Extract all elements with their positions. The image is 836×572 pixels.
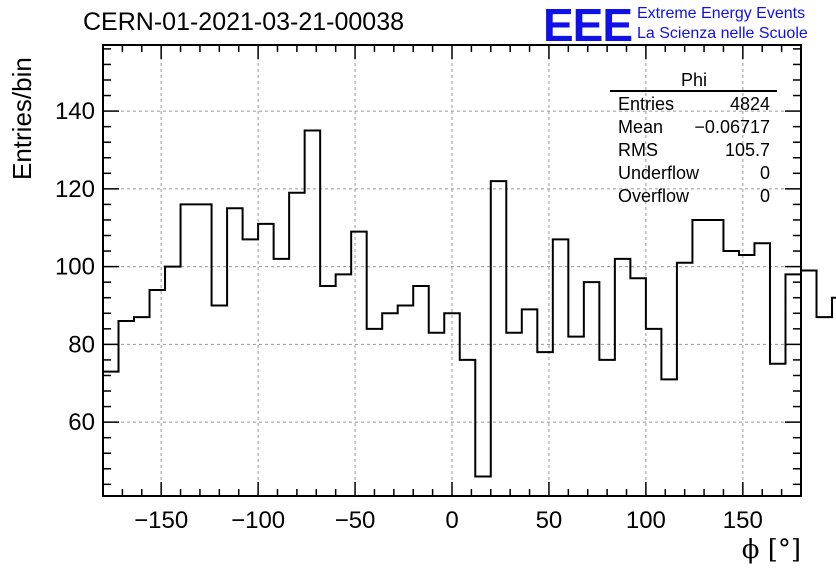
tick-labels: −150 −100 −50 0 50 100 150 60 80 100 120 140 xyxy=(55,98,763,534)
x-tick-label: 50 xyxy=(536,507,563,534)
histogram-bin xyxy=(305,131,321,496)
histogram-bin xyxy=(103,372,119,496)
eee-logo-line1: Extreme Energy Events xyxy=(637,5,806,22)
histogram-bin xyxy=(258,224,274,496)
histogram-bin xyxy=(227,208,243,496)
grid-lines xyxy=(103,45,801,496)
histogram-bin xyxy=(708,220,724,496)
histogram-bin xyxy=(429,333,445,496)
eee-logo: EEE xyxy=(543,0,633,51)
y-tick-label: 60 xyxy=(68,409,95,436)
histogram-bin xyxy=(444,313,460,496)
histogram-bin xyxy=(243,239,259,496)
histogram-bin xyxy=(382,313,398,496)
histogram-bin xyxy=(320,286,336,496)
axis-ticks xyxy=(102,45,802,496)
histogram-bin xyxy=(661,379,677,496)
x-tick-label: −100 xyxy=(231,507,285,534)
histogram-bin xyxy=(212,305,228,496)
stats-rms-label: RMS xyxy=(618,140,658,160)
stats-mean-value: −0.06717 xyxy=(694,117,770,137)
eee-logo-line2: La Scienza nelle Scuole xyxy=(637,25,808,42)
x-tick-label: 100 xyxy=(626,507,666,534)
stats-entries-value: 4824 xyxy=(730,94,770,114)
histogram-step-line xyxy=(103,129,836,478)
y-axis-label: Entries/bin xyxy=(7,57,37,180)
histogram-bin xyxy=(553,239,569,496)
histogram-bin xyxy=(770,364,786,496)
histogram-bin xyxy=(739,255,755,496)
stats-box-title: Phi xyxy=(681,70,707,90)
stats-entries-label: Entries xyxy=(618,94,674,114)
histogram-bin xyxy=(367,329,383,496)
histogram-bin xyxy=(522,309,538,496)
histogram-bin xyxy=(289,193,305,496)
stats-underflow-label: Underflow xyxy=(618,163,700,183)
histogram-bin xyxy=(568,337,584,496)
histogram-bin xyxy=(506,333,522,496)
x-tick-label: −50 xyxy=(335,507,376,534)
histogram-bin xyxy=(723,251,739,496)
stats-mean-label: Mean xyxy=(618,117,663,137)
histogram-bin xyxy=(491,181,507,496)
histogram-bin xyxy=(599,360,615,496)
histogram-bin xyxy=(615,259,631,496)
y-tick-label: 140 xyxy=(55,98,95,125)
histogram-bin xyxy=(584,282,600,496)
histogram-bin xyxy=(677,263,693,496)
stats-overflow-label: Overflow xyxy=(618,186,690,206)
histogram-bin xyxy=(537,352,553,496)
histogram-bin xyxy=(832,298,836,496)
histogram-bin xyxy=(754,243,770,496)
histogram-bin xyxy=(119,321,135,496)
histogram-bin xyxy=(351,232,367,496)
histogram-bin xyxy=(475,477,491,496)
histogram-bin xyxy=(181,204,197,496)
x-tick-label: 150 xyxy=(723,507,763,534)
histogram-bin xyxy=(336,274,352,496)
histogram-bin xyxy=(801,271,817,497)
y-tick-label: 100 xyxy=(55,254,95,281)
histogram-bin xyxy=(692,220,708,496)
x-tick-label: 0 xyxy=(445,507,458,534)
x-tick-label: −150 xyxy=(134,507,188,534)
plot-frame xyxy=(102,44,802,497)
histogram-bin xyxy=(785,274,801,496)
histogram-bin xyxy=(150,290,166,496)
stats-rms-value: 105.7 xyxy=(725,140,770,160)
stats-underflow-value: 0 xyxy=(760,163,770,183)
y-tick-label: 80 xyxy=(68,331,95,358)
histogram-bin xyxy=(398,305,414,496)
chart-title: CERN-01-2021-03-21-00038 xyxy=(83,8,405,36)
histogram-bin xyxy=(274,259,290,496)
histogram-bin xyxy=(413,286,429,496)
histogram-bin xyxy=(134,317,150,496)
histogram-bin xyxy=(817,317,833,496)
stats-overflow-value: 0 xyxy=(760,186,770,206)
histogram-bin xyxy=(460,360,476,496)
y-tick-label: 120 xyxy=(55,176,95,203)
stats-box: Phi Entries 4824 Mean −0.06717 RMS 105.7… xyxy=(610,70,777,206)
histogram-bars xyxy=(103,129,836,497)
histogram-bin xyxy=(630,278,646,496)
histogram-bin xyxy=(196,204,212,496)
x-axis-label: ϕ [°] xyxy=(742,535,801,565)
histogram-bin xyxy=(165,267,181,496)
histogram-bin xyxy=(646,329,662,496)
